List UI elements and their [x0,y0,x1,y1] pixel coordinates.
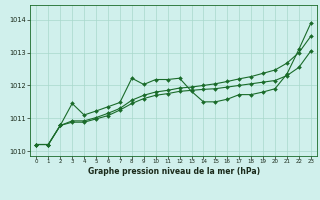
X-axis label: Graphe pression niveau de la mer (hPa): Graphe pression niveau de la mer (hPa) [88,167,260,176]
